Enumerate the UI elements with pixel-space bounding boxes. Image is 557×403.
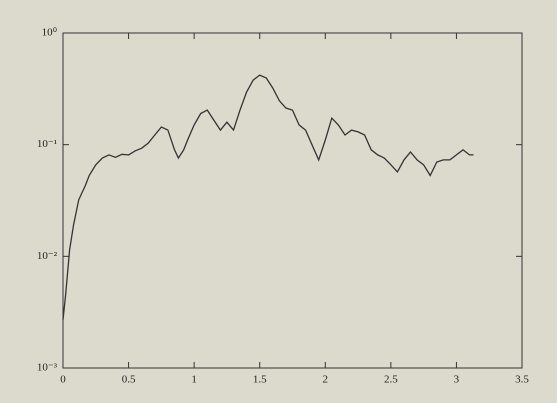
y-tick-label: 10⁻¹	[37, 138, 57, 150]
data-line	[62, 74, 474, 320]
y-tick-label: 10⁻³	[37, 362, 58, 374]
x-tick-label: 1	[191, 374, 197, 386]
x-tick-label: 2.5	[384, 374, 398, 386]
x-tick-label: 3.5	[515, 374, 529, 386]
x-tick-label: 2	[323, 374, 329, 386]
y-tick-label: 10⁰	[42, 27, 58, 39]
plot-frame	[62, 32, 523, 369]
x-tick-label: 1.5	[253, 374, 267, 386]
x-tick-label: 3	[454, 374, 460, 386]
x-tick-label: 0	[60, 374, 66, 386]
y-tick-label: 10⁻²	[37, 250, 58, 262]
x-tick-label: 0.5	[122, 374, 136, 386]
